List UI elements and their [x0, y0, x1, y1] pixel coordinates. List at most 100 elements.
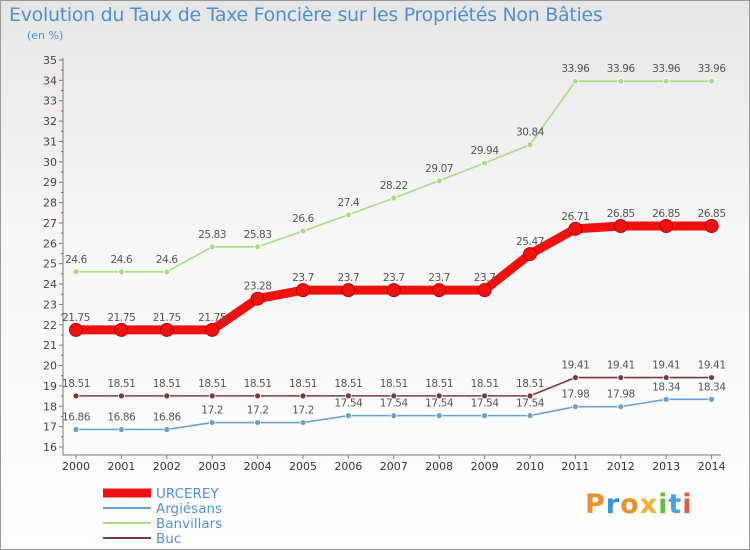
data-point	[708, 374, 715, 381]
y-tick-label: 17	[43, 421, 57, 434]
data-point	[659, 219, 674, 234]
data-point	[572, 403, 579, 411]
data-label: 28.22	[380, 180, 408, 192]
x-tick-label: 2004	[244, 460, 272, 473]
data-point	[704, 219, 719, 234]
chart-subtitle: (en %)	[27, 29, 64, 42]
y-tick-label: 20	[43, 360, 57, 373]
data-point	[344, 211, 352, 219]
data-label: 17.54	[380, 398, 409, 410]
data-label: 33.96	[561, 63, 590, 75]
x-tick-label: 2002	[153, 460, 181, 473]
data-point	[344, 412, 352, 420]
data-label: 19.41	[698, 360, 726, 372]
data-point	[708, 395, 715, 403]
data-point	[163, 426, 171, 433]
data-label: 18.51	[334, 378, 362, 390]
legend-label: Banvillars	[156, 516, 222, 532]
data-point	[477, 283, 492, 298]
data-label: 17.2	[247, 405, 269, 417]
data-point	[572, 374, 579, 381]
data-label: 23.7	[383, 272, 405, 284]
data-point	[435, 412, 443, 420]
data-label: 33.96	[698, 63, 727, 75]
y-tick-label: 25	[43, 258, 57, 271]
data-label: 23.7	[428, 272, 450, 284]
data-point	[526, 141, 534, 149]
data-label: 17.2	[201, 405, 223, 417]
data-label: 24.6	[65, 254, 87, 266]
data-point	[432, 283, 447, 298]
y-tick-label: 24	[43, 278, 57, 291]
data-label: 18.34	[698, 381, 727, 393]
data-point	[526, 412, 534, 420]
data-label: 18.51	[516, 378, 544, 390]
data-point	[341, 283, 356, 298]
x-tick-label: 2014	[698, 460, 726, 473]
data-label: 33.96	[652, 63, 681, 75]
data-label: 21.75	[107, 312, 135, 324]
data-label: 29.07	[425, 163, 453, 175]
x-tick-label: 2001	[107, 460, 135, 473]
data-point	[205, 322, 220, 337]
y-tick-label: 27	[43, 217, 57, 230]
data-point	[435, 177, 443, 185]
data-point	[390, 194, 398, 202]
data-point	[481, 412, 489, 420]
data-point	[118, 268, 125, 276]
data-point	[344, 392, 352, 400]
data-point	[208, 392, 216, 400]
data-label: 16.86	[107, 411, 136, 423]
logo-letter: x	[639, 489, 659, 520]
x-tick-label: 2005	[289, 460, 317, 473]
y-tick-label: 32	[43, 115, 57, 128]
data-point	[481, 159, 489, 167]
data-point	[386, 283, 401, 298]
data-label: 18.51	[153, 378, 181, 390]
data-label: 16.86	[62, 411, 91, 423]
y-tick-label: 16	[43, 441, 57, 454]
logo-letter: o	[620, 489, 640, 520]
x-tick-label: 2013	[652, 460, 680, 473]
data-point	[208, 419, 216, 426]
y-tick-label: 19	[43, 380, 57, 393]
data-point	[72, 426, 80, 433]
data-point	[163, 268, 171, 276]
x-tick-label: 2003	[198, 460, 226, 473]
data-point	[526, 392, 534, 400]
data-label: 17.54	[516, 398, 545, 410]
data-point	[250, 291, 265, 306]
data-label: 17.54	[471, 398, 500, 410]
data-label: 18.51	[244, 378, 272, 390]
data-point	[296, 283, 310, 298]
data-point	[69, 322, 83, 337]
data-label: 18.51	[380, 378, 408, 390]
y-tick-label: 29	[43, 176, 57, 189]
proxiti-logo: Proxiti	[585, 489, 693, 520]
data-label: 25.83	[198, 229, 226, 241]
data-label: 26.71	[561, 211, 589, 223]
data-label: 17.98	[607, 389, 635, 401]
data-label: 23.7	[474, 272, 496, 284]
data-label: 23.7	[338, 272, 360, 284]
logo-letter: i	[658, 489, 669, 520]
data-point	[523, 247, 537, 262]
data-point	[481, 392, 489, 400]
data-point	[254, 419, 262, 426]
data-point	[662, 77, 670, 85]
data-point	[617, 374, 625, 381]
y-tick-label: 21	[43, 339, 57, 352]
logo-letter: r	[605, 489, 621, 520]
data-point	[708, 77, 715, 85]
data-point	[662, 374, 670, 381]
y-tick-label: 35	[43, 54, 57, 67]
data-label: 18.34	[652, 381, 681, 393]
legend-label: Argiésans	[156, 501, 222, 517]
y-tick-label: 26	[43, 237, 57, 250]
data-label: 21.75	[153, 312, 181, 324]
chart-title: Evolution du Taux de Taxe Foncière sur l…	[9, 4, 603, 26]
data-label: 24.6	[156, 254, 178, 266]
x-tick-label: 2011	[561, 460, 589, 473]
data-point	[208, 243, 216, 251]
